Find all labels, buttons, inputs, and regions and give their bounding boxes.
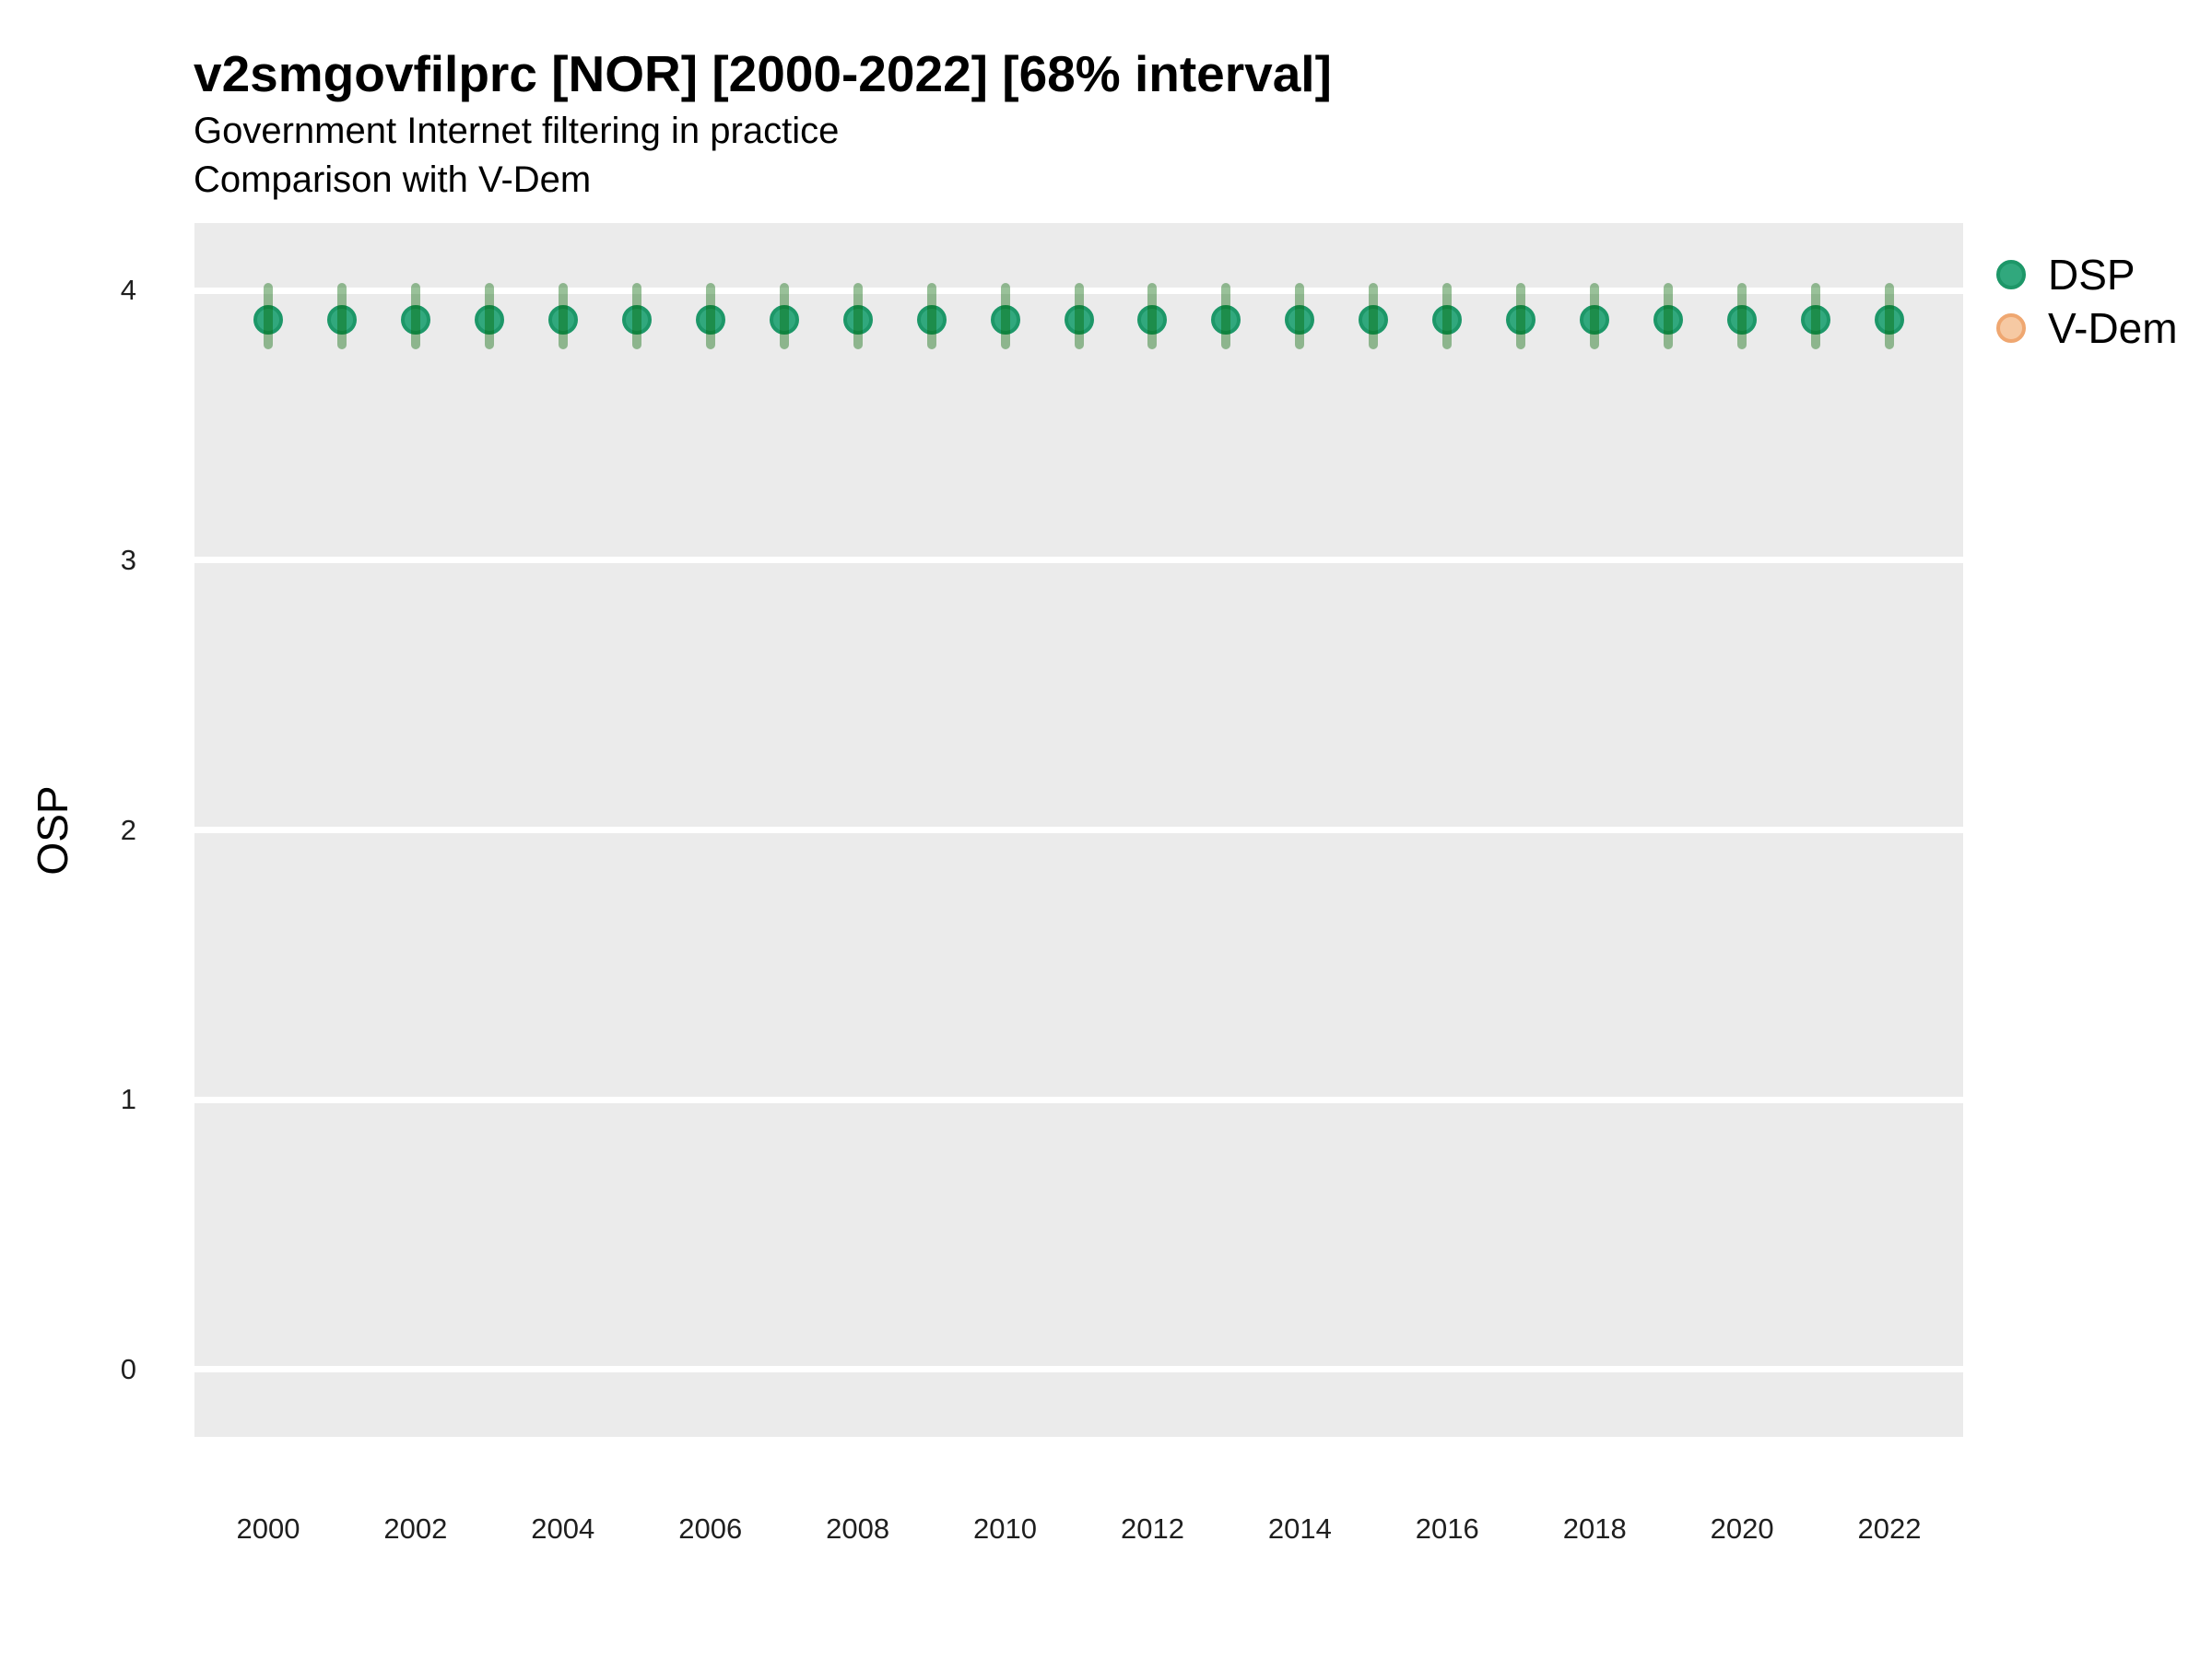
data-point-dsp-2002: [400, 305, 430, 335]
x-tick-label-2000: 2000: [236, 1512, 300, 1545]
x-tick-label-2002: 2002: [383, 1512, 448, 1545]
y-tick-label-1: 1: [120, 1083, 136, 1116]
major-gridline-y-0: [194, 1366, 1963, 1373]
major-gridline-y-1: [194, 1096, 1963, 1103]
x-tick-label-2012: 2012: [1120, 1512, 1184, 1545]
interval-bar-dsp-2001: [336, 283, 347, 349]
data-point-dsp-2015: [1359, 305, 1389, 335]
data-point-dsp-2013: [1211, 305, 1241, 335]
x-tick-label-2006: 2006: [678, 1512, 743, 1545]
interval-bar-dsp-2018: [1590, 283, 1600, 349]
interval-bar-dsp-2008: [853, 283, 863, 349]
major-gridline-y-3: [194, 557, 1963, 564]
x-tick-label-2014: 2014: [1267, 1512, 1332, 1545]
legend-label-v-dem: V-Dem: [2048, 304, 2178, 352]
legend-key-dot-dsp: [1996, 260, 2026, 289]
data-point-dsp-2007: [769, 305, 799, 335]
interval-bar-dsp-2021: [1811, 283, 1821, 349]
interval-bar-dsp-2020: [1737, 283, 1747, 349]
interval-bar-dsp-2013: [1221, 283, 1231, 349]
interval-bar-dsp-2004: [558, 283, 568, 349]
data-point-dsp-2019: [1653, 305, 1684, 335]
interval-bar-dsp-2011: [1074, 283, 1084, 349]
interval-bar-dsp-2017: [1516, 283, 1526, 349]
interval-bar-dsp-2006: [705, 283, 715, 349]
interval-bar-dsp-2015: [1369, 283, 1379, 349]
data-point-dsp-2017: [1506, 305, 1536, 335]
plot-panel: [194, 223, 1963, 1437]
interval-bar-dsp-2003: [484, 283, 494, 349]
interval-bar-dsp-2005: [631, 283, 641, 349]
data-point-dsp-2003: [474, 305, 504, 335]
data-point-dsp-2006: [695, 305, 725, 335]
y-tick-label-4: 4: [120, 274, 136, 307]
x-tick-label-2018: 2018: [1562, 1512, 1627, 1545]
y-tick-label-0: 0: [120, 1352, 136, 1385]
data-point-dsp-2000: [253, 305, 283, 335]
legend-label-dsp: DSP: [2048, 251, 2136, 299]
x-tick-label-2016: 2016: [1415, 1512, 1479, 1545]
data-point-dsp-2016: [1432, 305, 1463, 335]
data-point-dsp-2022: [1875, 305, 1905, 335]
interval-bar-dsp-2019: [1664, 283, 1674, 349]
y-tick-label-3: 3: [120, 543, 136, 576]
x-tick-label-2010: 2010: [973, 1512, 1038, 1545]
chart-subtitle-1: Government Internet filtering in practic…: [194, 111, 840, 151]
x-tick-label-2020: 2020: [1710, 1512, 1774, 1545]
y-tick-label-2: 2: [120, 813, 136, 846]
chart-title: v2smgovfilprc [NOR] [2000-2022] [68% int…: [194, 45, 1332, 102]
interval-bar-dsp-2002: [410, 283, 420, 349]
data-point-dsp-2020: [1727, 305, 1758, 335]
major-gridline-y-2: [194, 827, 1963, 833]
data-point-dsp-2009: [916, 305, 947, 335]
interval-bar-dsp-2007: [779, 283, 789, 349]
interval-bar-dsp-2009: [926, 283, 936, 349]
legend-key-dot-v-dem: [1996, 313, 2026, 343]
data-point-dsp-2008: [842, 305, 873, 335]
x-tick-label-2008: 2008: [826, 1512, 890, 1545]
chart-subtitle-2: Comparison with V-Dem: [194, 159, 592, 200]
major-gridline-y-4: [194, 287, 1963, 294]
legend-row-v-dem: V-Dem: [1991, 301, 2178, 355]
data-point-dsp-2021: [1801, 305, 1831, 335]
interval-bar-dsp-2014: [1295, 283, 1305, 349]
interval-bar-dsp-2000: [263, 283, 273, 349]
data-point-dsp-2014: [1285, 305, 1315, 335]
x-tick-label-2022: 2022: [1857, 1512, 1922, 1545]
interval-bar-dsp-2016: [1442, 283, 1453, 349]
x-tick-label-2004: 2004: [531, 1512, 595, 1545]
data-point-dsp-2010: [990, 305, 1020, 335]
data-point-dsp-2005: [621, 305, 652, 335]
data-point-dsp-2012: [1137, 305, 1168, 335]
data-point-dsp-2001: [326, 305, 357, 335]
interval-bar-dsp-2022: [1885, 283, 1895, 349]
data-point-dsp-2018: [1580, 305, 1610, 335]
data-point-dsp-2011: [1064, 305, 1094, 335]
legend-row-dsp: DSP: [1991, 248, 2178, 301]
legend: DSP V-Dem: [1991, 248, 2178, 355]
interval-bar-dsp-2010: [1000, 283, 1010, 349]
interval-bar-dsp-2012: [1147, 283, 1158, 349]
data-point-dsp-2004: [547, 305, 578, 335]
